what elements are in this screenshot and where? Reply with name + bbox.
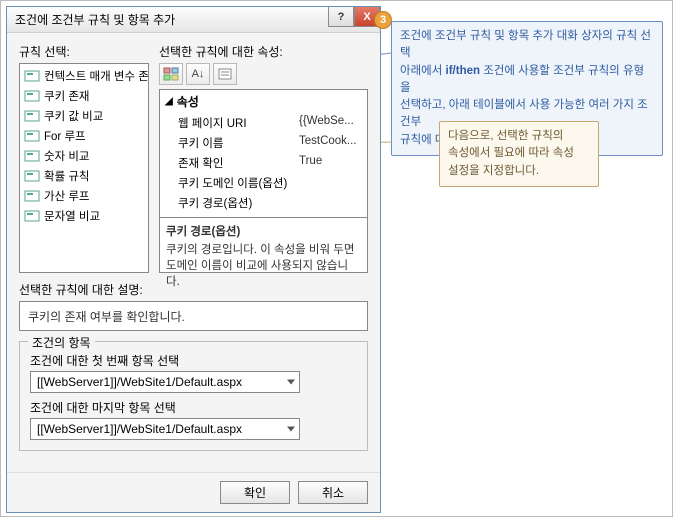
property-pages-button[interactable] <box>213 63 237 85</box>
rule-label: 문자열 비교 <box>44 208 100 224</box>
rule-icon <box>24 89 40 103</box>
last-item-combo[interactable]: [[WebServer1]]/WebSite1/Default.aspx <box>30 418 300 440</box>
last-item-value: [[WebServer1]]/WebSite1/Default.aspx <box>37 422 242 436</box>
rule-label: 확률 규칙 <box>44 168 90 184</box>
property-category-header[interactable]: ◢ 속성 <box>160 90 367 113</box>
rule-select-label: 규칙 선택: <box>19 43 149 60</box>
property-row[interactable]: 쿠키 이름 TestCook... <box>160 133 367 153</box>
property-name: 웹 페이지 URI <box>178 115 299 131</box>
alphabetical-button[interactable]: A↓ <box>186 63 210 85</box>
ok-button[interactable]: 확인 <box>220 481 290 504</box>
rule-label: 쿠키 값 비교 <box>44 108 103 124</box>
help-button[interactable]: ? <box>328 7 354 27</box>
property-name: 쿠키 경로(옵션) <box>178 195 299 211</box>
rule-description-box: 쿠키의 존재 여부를 확인합니다. <box>19 301 368 331</box>
property-name: 쿠키 도메인 이름(옵션) <box>178 175 299 191</box>
property-description: 쿠키 경로(옵션) 쿠키의 경로입니다. 이 속성을 비워 두면 도메인 이름이… <box>160 217 367 272</box>
callout-text: 조건에 조건부 규칙 및 항목 추가 대화 상자의 규칙 선택 <box>400 28 654 63</box>
rule-label: 가산 루프 <box>44 188 90 204</box>
property-name: 존재 확인 <box>178 155 299 171</box>
rule-description-label: 선택한 규칙에 대한 설명: <box>19 281 368 298</box>
property-description-title: 쿠키 경로(옵션) <box>166 223 361 239</box>
rule-icon <box>24 169 40 183</box>
rule-label: For 루프 <box>44 128 86 144</box>
rule-item[interactable]: 쿠키 값 비교 <box>22 106 146 126</box>
rule-icon <box>24 209 40 223</box>
rule-label: 컨텍스트 매개 변수 존재 <box>44 68 149 84</box>
rule-item[interactable]: 가산 루프 <box>22 186 146 206</box>
rule-icon <box>24 149 40 163</box>
dialog-window: 조건에 조건부 규칙 및 항목 추가 ? X 규칙 선택: 컨텍스트 매개 변수… <box>6 6 381 513</box>
titlebar: 조건에 조건부 규칙 및 항목 추가 ? X <box>7 7 380 33</box>
rule-item[interactable]: 컨텍스트 매개 변수 존재 <box>22 66 146 86</box>
rule-item[interactable]: 쿠키 존재 <box>22 86 146 106</box>
property-value[interactable] <box>299 195 367 211</box>
dialog-title: 조건에 조건부 규칙 및 항목 추가 <box>15 11 175 28</box>
categorized-button[interactable] <box>159 63 183 85</box>
rule-description-text: 쿠키의 존재 여부를 확인합니다. <box>28 310 185 324</box>
rule-item[interactable]: 확률 규칙 <box>22 166 146 186</box>
property-category-label: 속성 <box>177 93 199 110</box>
property-row[interactable]: 쿠키 도메인 이름(옵션) <box>160 173 367 193</box>
callout-text: 속성에서 필요에 따라 속성 <box>448 145 590 162</box>
property-value[interactable] <box>299 175 367 191</box>
callout-text-bold: if/then <box>446 65 481 77</box>
group-title: 조건의 항목 <box>28 334 95 351</box>
callout-text: 아래에서 <box>400 65 446 77</box>
rule-item[interactable]: 문자열 비교 <box>22 206 146 226</box>
property-row[interactable]: 존재 확인 True <box>160 153 367 173</box>
collapse-icon: ◢ <box>165 96 173 107</box>
callout-marker-3: 3 <box>374 11 392 29</box>
rule-item[interactable]: 숫자 비교 <box>22 146 146 166</box>
first-item-label: 조건에 대한 첫 번째 항목 선택 <box>30 352 357 369</box>
rule-icon <box>24 129 40 143</box>
properties-label: 선택한 규칙에 대한 속성: <box>159 43 368 60</box>
rule-listbox[interactable]: 컨텍스트 매개 변수 존재 쿠키 존재 쿠키 값 비교 For 루프 <box>19 63 149 273</box>
last-item-label: 조건에 대한 마지막 항목 선택 <box>30 399 357 416</box>
cancel-button[interactable]: 취소 <box>298 481 368 504</box>
condition-items-group: 조건의 항목 조건에 대한 첫 번째 항목 선택 [[WebServer1]]/… <box>19 341 368 451</box>
rule-item[interactable]: For 루프 <box>22 126 146 146</box>
callout-4: 다음으로, 선택한 규칙의 속성에서 필요에 따라 속성 설정을 지정합니다. <box>439 121 599 187</box>
rule-icon <box>24 189 40 203</box>
callout-text: 설정을 지정합니다. <box>448 163 590 180</box>
first-item-value: [[WebServer1]]/WebSite1/Default.aspx <box>37 375 242 389</box>
property-value[interactable]: {{WebSe... <box>299 115 367 131</box>
rule-icon <box>24 109 40 123</box>
first-item-combo[interactable]: [[WebServer1]]/WebSite1/Default.aspx <box>30 371 300 393</box>
rule-label: 쿠키 존재 <box>44 88 90 104</box>
rule-icon <box>24 69 40 83</box>
rule-label: 숫자 비교 <box>44 148 90 164</box>
property-name: 쿠키 이름 <box>178 135 299 151</box>
property-value[interactable]: True <box>299 155 367 171</box>
property-row[interactable]: 웹 페이지 URI {{WebSe... <box>160 113 367 133</box>
property-value[interactable]: TestCook... <box>299 135 367 151</box>
callout-text: 다음으로, 선택한 규칙의 <box>448 128 590 145</box>
property-grid[interactable]: ◢ 속성 웹 페이지 URI {{WebSe... 쿠키 이름 TestCook… <box>159 89 368 273</box>
property-row[interactable]: 쿠키 경로(옵션) <box>160 193 367 213</box>
